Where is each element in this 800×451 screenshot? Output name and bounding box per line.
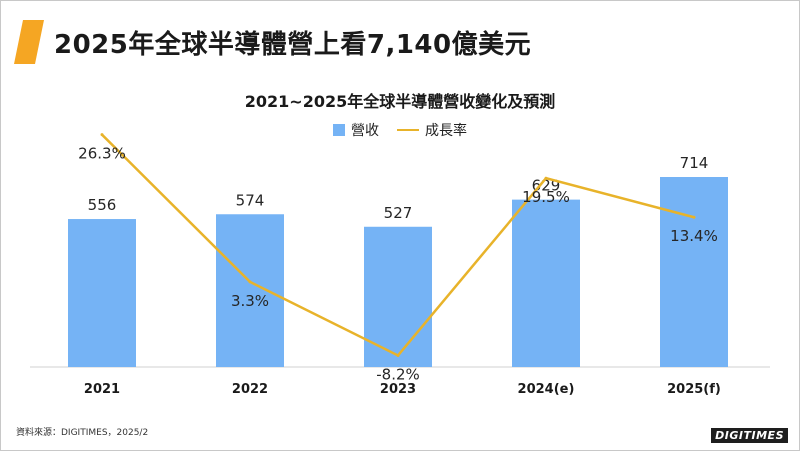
- growth-value-label: 26.3%: [78, 145, 126, 163]
- bar-value-label: 527: [384, 204, 413, 222]
- growth-value-label: 19.5%: [522, 188, 570, 206]
- x-tick-label: 2022: [232, 382, 268, 397]
- bar-value-label: 574: [236, 191, 265, 209]
- growth-value-label: 3.3%: [231, 292, 269, 310]
- chart-title: 2021~2025年全球半導體營收變化及預測: [244, 92, 556, 111]
- x-tick-label: 2024(e): [518, 382, 575, 397]
- legend-item-growth: 成長率: [397, 120, 467, 140]
- bar-2022: [216, 214, 284, 367]
- bar-2025(f): [660, 177, 728, 367]
- bar-value-label: 714: [680, 154, 709, 172]
- legend-item-revenue: 營收: [333, 120, 379, 140]
- legend-label-revenue: 營收: [351, 123, 379, 139]
- growth-point: [544, 176, 548, 180]
- bar-2023: [364, 226, 432, 367]
- legend-swatch-line: [397, 129, 419, 131]
- logo-text: DIGITIMES: [715, 429, 784, 442]
- bar-2024(e): [512, 199, 580, 367]
- chart-legend: 營收 成長率: [0, 120, 800, 140]
- growth-point: [396, 353, 400, 357]
- source-note: 資料來源：DIGITIMES，2025/2: [16, 428, 149, 438]
- title-bar: 2025年全球半導體營上看7,140億美元: [14, 20, 531, 64]
- bar-value-label: 556: [88, 196, 117, 214]
- page-title: 2025年全球半導體營上看7,140億美元: [54, 29, 532, 60]
- x-tick-label: 2021: [84, 382, 120, 397]
- legend-swatch-bar: [333, 124, 345, 136]
- growth-value-label: -8.2%: [376, 365, 420, 383]
- growth-point: [248, 280, 252, 284]
- growth-value-label: 13.4%: [670, 227, 718, 245]
- legend-label-growth: 成長率: [425, 123, 467, 139]
- growth-point: [692, 215, 696, 219]
- bar-2021: [68, 219, 136, 367]
- x-tick-label: 2023: [380, 382, 416, 397]
- digitimes-logo: DIGITIMES: [711, 428, 788, 443]
- x-tick-label: 2025(f): [667, 382, 721, 397]
- growth-point: [100, 133, 104, 137]
